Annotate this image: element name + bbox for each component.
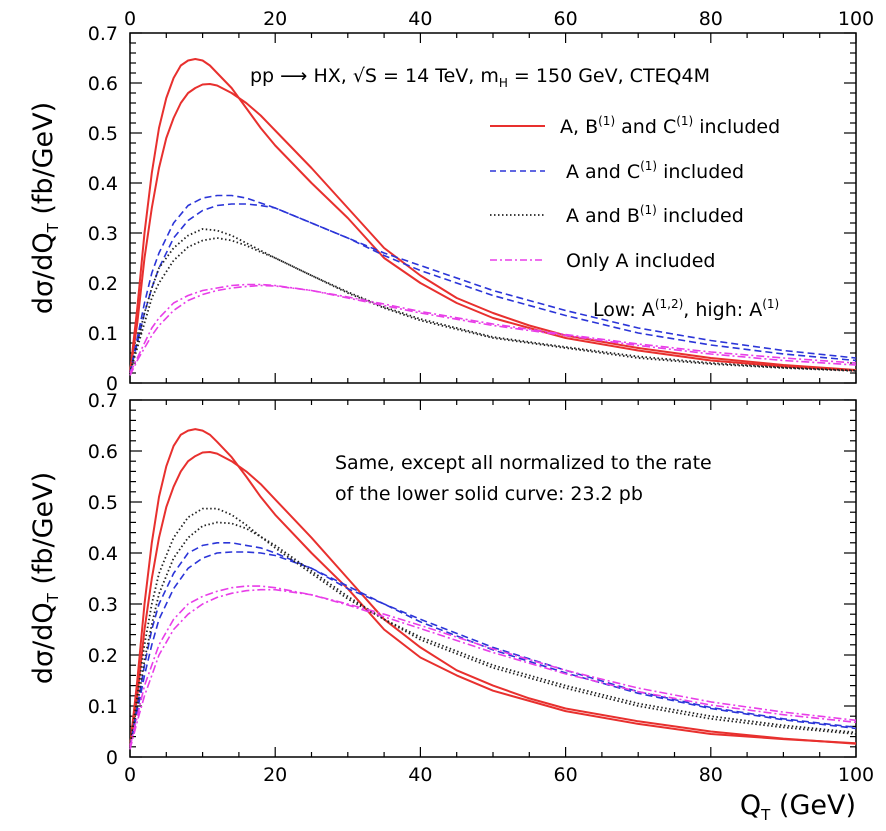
top-series-dashdot-6 [129,283,857,374]
order-note: Low: A(1,2), high: A(1) [593,297,779,321]
x-axis-label: QT (GeV) [740,790,856,824]
bottom-series-solid-1 [129,451,857,747]
bottom-x-tick-label: 40 [408,764,432,786]
bottom-panel: 0 20 40 60 80 100 0 0.1 0.2 0.3 0.4 0.5 0.6 0.7 dσ/dQ… [28,390,874,824]
bottom-series-dotted-5 [129,521,857,747]
bottom-y-tick-label: 0.6 [88,441,118,463]
top-x-tick-label: 80 [699,8,723,30]
legend-label-ac: A and C(1) included [566,159,744,183]
top-panel: 0 20 40 60 80 100 0 0.1 0.2 0.3 0.4 0.5 0.6 0.7 dσ/dQ… [28,8,874,395]
bottom-series-dashed-2 [129,541,857,747]
top-series-solid-1 [129,83,857,374]
bottom-series-dashed-3 [129,551,857,747]
legend-label-abc: A, B(1) and C(1) included [560,114,780,138]
top-y-tick-label: 0.2 [88,273,118,295]
top-series-dashed-3 [129,203,857,374]
normalization-note-line-2: of the lower solid curve: 23.2 pb [335,483,643,505]
top-y-tick-label: 0.1 [88,323,118,345]
legend-label-ab: A and B(1) included [566,203,744,227]
bottom-y-tick-label: 0.5 [88,492,118,514]
legend: A, B(1) and C(1) included A and C(1) inc… [490,114,780,272]
top-series-dashed-2 [129,194,857,374]
bottom-series-dashdot-6 [129,585,857,747]
bottom-y-tick-label: 0 [106,747,118,769]
bottom-series-dashdot-7 [129,588,857,750]
top-y-axis-label: dσ/dQT (fb/GeV) [28,102,62,314]
top-ticks: 0 20 40 60 80 100 0 0.1 0.2 0.3 0.4 0.5 0.6 0.7 [88,8,874,395]
top-series-solid-0 [129,58,857,374]
top-x-tick-label: 0 [124,8,136,30]
top-y-tick-label: 0.4 [88,173,118,195]
bottom-x-tick-label: 20 [263,764,287,786]
top-y-tick-label: 0.6 [88,73,118,95]
bottom-y-axis-label: dσ/dQT (fb/GeV) [28,472,62,684]
bottom-y-tick-label: 0.3 [88,594,118,616]
top-y-tick-label: 0.3 [88,223,118,245]
bottom-y-tick-label: 0.7 [88,390,118,412]
top-x-tick-label: 20 [263,8,287,30]
top-x-tick-label: 100 [838,8,874,30]
bottom-y-tick-label: 0.2 [88,645,118,667]
top-y-tick-label: 0 [106,373,118,395]
bottom-x-tick-label: 0 [124,764,136,786]
top-series-dashdot-7 [129,284,857,376]
bottom-ticks: 0 20 40 60 80 100 0 0.1 0.2 0.3 0.4 0.5 0.6 0.7 [88,390,874,786]
top-y-tick-label: 0.5 [88,123,118,145]
bottom-x-tick-label: 60 [554,764,578,786]
bottom-series-solid-0 [129,428,857,747]
top-y-tick-label: 0.7 [88,23,118,45]
bottom-x-tick-label: 100 [838,764,874,786]
bottom-curves [129,428,857,750]
top-x-tick-label: 60 [554,8,578,30]
process-title: pp ⟶ HX, √S = 14 TeV, mH = 150 GeV, CTEQ… [250,65,710,90]
bottom-y-tick-label: 0.1 [88,696,118,718]
bottom-series-dotted-4 [129,507,857,747]
legend-label-only-a: Only A included [566,250,716,272]
top-series-dotted-5 [129,237,857,374]
bottom-y-tick-label: 0.4 [88,543,118,565]
normalization-note-line-1: Same, except all normalized to the rate [335,452,712,474]
top-x-tick-label: 40 [408,8,432,30]
bottom-x-tick-label: 80 [699,764,723,786]
top-curves [129,58,857,376]
